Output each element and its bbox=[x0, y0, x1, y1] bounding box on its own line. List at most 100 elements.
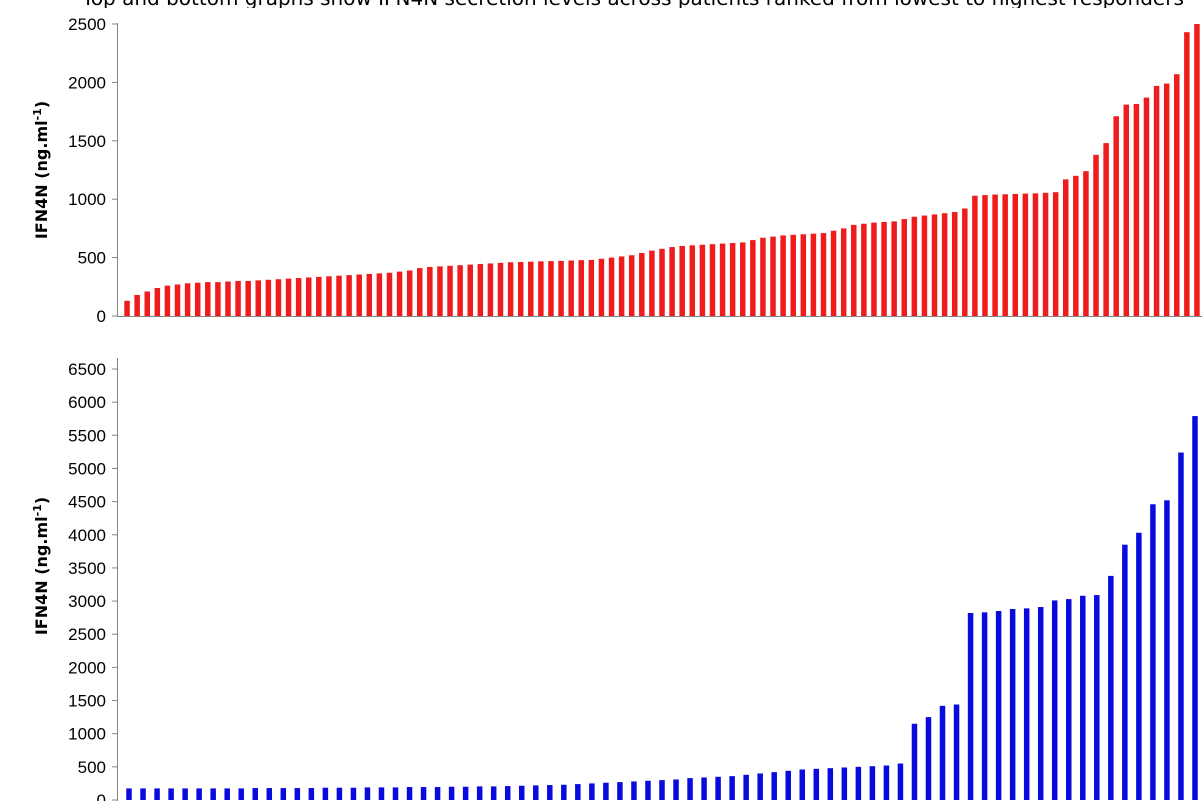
top-y-tick-label: 500 bbox=[78, 249, 106, 268]
top-bar bbox=[295, 278, 302, 316]
top-bar bbox=[467, 264, 473, 316]
top-bar bbox=[618, 256, 625, 316]
top-bar bbox=[962, 208, 968, 316]
bottom-bar bbox=[1037, 607, 1044, 800]
bottom-bar bbox=[673, 779, 679, 800]
top-bar bbox=[336, 275, 342, 316]
bottom-bar bbox=[280, 788, 287, 800]
top-bar bbox=[1012, 193, 1019, 316]
top-bar bbox=[205, 282, 211, 316]
bottom-bar bbox=[364, 787, 371, 800]
top-bar bbox=[911, 216, 918, 316]
top-bar bbox=[851, 224, 857, 316]
bottom-bar bbox=[406, 787, 413, 800]
bottom-bar bbox=[182, 788, 188, 800]
bottom-bar bbox=[771, 772, 777, 800]
top-bar bbox=[326, 276, 332, 316]
bottom-bar bbox=[238, 788, 244, 800]
bottom-bar bbox=[743, 774, 749, 800]
top-bar bbox=[881, 221, 887, 316]
top-bar bbox=[1093, 154, 1099, 316]
bottom-bar bbox=[434, 787, 441, 800]
bottom-bar bbox=[827, 768, 834, 800]
bottom-bar bbox=[841, 767, 848, 800]
top-bar bbox=[679, 245, 685, 316]
top-bar bbox=[719, 243, 726, 316]
top-bar bbox=[194, 282, 201, 316]
bottom-bar bbox=[154, 788, 160, 800]
top-y-axis-title: IFN4N (ng.ml-1) bbox=[31, 101, 51, 239]
bottom-bar bbox=[547, 785, 553, 800]
bottom-bars bbox=[126, 416, 1198, 800]
bottom-bar bbox=[589, 783, 595, 800]
bottom-y-tick-label: 5000 bbox=[68, 459, 106, 478]
bottom-bar bbox=[1192, 416, 1198, 800]
bottom-bar bbox=[420, 787, 427, 800]
top-bar bbox=[588, 259, 595, 316]
top-bar bbox=[507, 262, 514, 316]
bottom-bar bbox=[715, 776, 721, 800]
top-bar bbox=[346, 275, 352, 316]
bottom-y-tick-label: 1500 bbox=[68, 692, 106, 711]
top-bar bbox=[447, 265, 453, 316]
top-y-ticks: 0 500 1000 1500 2000 2500 bbox=[68, 15, 118, 326]
top-bar bbox=[699, 244, 706, 316]
top-bar bbox=[528, 261, 534, 316]
top-bar bbox=[820, 233, 827, 316]
top-bar bbox=[184, 283, 191, 316]
top-bar bbox=[1174, 74, 1180, 316]
bottom-bar bbox=[645, 780, 651, 800]
top-bar bbox=[1073, 175, 1079, 316]
bottom-bar bbox=[813, 768, 820, 800]
bottom-bar bbox=[701, 777, 707, 800]
top-bar bbox=[215, 282, 221, 316]
top-bar bbox=[790, 234, 796, 316]
bottom-bar bbox=[1164, 500, 1170, 800]
top-y-tick-label: 2000 bbox=[68, 73, 106, 92]
top-bar bbox=[972, 195, 978, 316]
bottom-bar bbox=[224, 788, 230, 800]
bottom-bar bbox=[855, 766, 862, 800]
top-bar bbox=[427, 266, 433, 316]
bottom-bar bbox=[252, 788, 258, 800]
bottom-bar bbox=[911, 723, 918, 800]
top-bar bbox=[639, 252, 645, 316]
bottom-bar bbox=[967, 613, 974, 800]
top-bar bbox=[830, 230, 837, 316]
bottom-bar bbox=[799, 769, 806, 800]
top-bar bbox=[1103, 143, 1109, 316]
top-bar bbox=[406, 270, 413, 316]
top-bar bbox=[840, 228, 847, 316]
bottom-bar bbox=[210, 788, 216, 800]
top-bar bbox=[417, 268, 423, 316]
bottom-bar bbox=[1009, 609, 1016, 800]
top-bar bbox=[517, 262, 524, 316]
bottom-y-tick-label: 4500 bbox=[68, 493, 106, 512]
bottom-bar bbox=[561, 784, 567, 800]
top-bar bbox=[1052, 192, 1059, 316]
bottom-bar bbox=[1150, 504, 1156, 800]
top-bar bbox=[1153, 85, 1160, 317]
bottom-bar bbox=[939, 705, 946, 800]
top-bar bbox=[235, 280, 241, 316]
top-bar bbox=[497, 262, 504, 316]
top-bar bbox=[941, 213, 948, 316]
bottom-bar bbox=[1122, 544, 1128, 800]
top-bar bbox=[225, 281, 231, 316]
bottom-y-tick-label: 6000 bbox=[68, 393, 106, 412]
top-bar bbox=[780, 235, 786, 316]
bottom-y-tick-label: 4000 bbox=[68, 526, 106, 545]
bottom-bar bbox=[1051, 600, 1058, 800]
top-bar bbox=[164, 285, 171, 316]
top-bar bbox=[265, 279, 272, 316]
bottom-bar bbox=[196, 788, 202, 800]
bottom-bar bbox=[1066, 599, 1072, 800]
bottom-bar bbox=[336, 787, 343, 800]
top-bar bbox=[1022, 193, 1029, 316]
bottom-bar bbox=[518, 785, 525, 800]
top-bar bbox=[659, 248, 665, 316]
bottom-bar bbox=[883, 765, 890, 800]
top-bar bbox=[1123, 104, 1130, 316]
top-bar bbox=[316, 276, 322, 316]
